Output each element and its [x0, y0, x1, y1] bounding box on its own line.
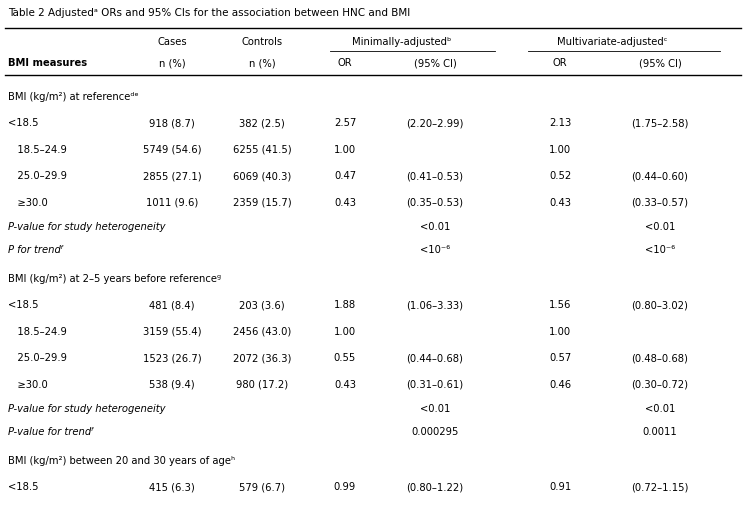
Text: 0.52: 0.52	[549, 171, 571, 181]
Text: 0.43: 0.43	[334, 380, 356, 390]
Text: 538 (9.4): 538 (9.4)	[149, 380, 195, 390]
Text: 0.55: 0.55	[334, 353, 356, 364]
Text: 1.00: 1.00	[334, 144, 356, 155]
Text: Table 2 Adjustedᵃ ORs and 95% CIs for the association between HNC and BMI: Table 2 Adjustedᵃ ORs and 95% CIs for th…	[8, 8, 410, 18]
Text: P-value for study heterogeneity: P-value for study heterogeneity	[8, 222, 166, 232]
Text: 481 (8.4): 481 (8.4)	[149, 300, 195, 310]
Text: <18.5: <18.5	[8, 482, 39, 492]
Text: 0.43: 0.43	[549, 198, 571, 208]
Text: (0.35–0.53): (0.35–0.53)	[407, 198, 463, 208]
Text: (0.80–3.02): (0.80–3.02)	[632, 300, 689, 310]
Text: 0.0011: 0.0011	[642, 427, 677, 437]
Text: n (%): n (%)	[159, 58, 185, 68]
Text: BMI (kg/m²) between 20 and 30 years of ageʰ: BMI (kg/m²) between 20 and 30 years of a…	[8, 456, 235, 466]
Text: <10⁻⁶: <10⁻⁶	[645, 245, 675, 255]
Text: <0.01: <0.01	[420, 404, 450, 414]
Text: (0.80–1.22): (0.80–1.22)	[407, 482, 463, 492]
Text: Minimally-adjustedᵇ: Minimally-adjustedᵇ	[352, 37, 451, 47]
Text: 0.46: 0.46	[549, 380, 571, 390]
Text: P-value for trendᶠ: P-value for trendᶠ	[8, 427, 94, 437]
Text: 918 (8.7): 918 (8.7)	[149, 118, 195, 128]
Text: 2.57: 2.57	[333, 118, 356, 128]
Text: <18.5: <18.5	[8, 118, 39, 128]
Text: 1.00: 1.00	[549, 327, 571, 337]
Text: 1011 (9.6): 1011 (9.6)	[146, 198, 198, 208]
Text: 1.00: 1.00	[334, 327, 356, 337]
Text: 2359 (15.7): 2359 (15.7)	[233, 198, 291, 208]
Text: 2456 (43.0): 2456 (43.0)	[233, 327, 291, 337]
Text: (0.72–1.15): (0.72–1.15)	[631, 482, 689, 492]
Text: (0.48–0.68): (0.48–0.68)	[632, 353, 689, 364]
Text: 18.5–24.9: 18.5–24.9	[8, 144, 67, 155]
Text: 415 (6.3): 415 (6.3)	[149, 482, 195, 492]
Text: BMI (kg/m²) at referenceᵈᵉ: BMI (kg/m²) at referenceᵈᵉ	[8, 92, 139, 102]
Text: (0.41–0.53): (0.41–0.53)	[407, 171, 463, 181]
Text: 0.43: 0.43	[334, 198, 356, 208]
Text: (0.44–0.68): (0.44–0.68)	[407, 353, 463, 364]
Text: Cases: Cases	[157, 37, 186, 47]
Text: 2.13: 2.13	[549, 118, 571, 128]
Text: <0.01: <0.01	[420, 222, 450, 232]
Text: 579 (6.7): 579 (6.7)	[239, 482, 285, 492]
Text: 1523 (26.7): 1523 (26.7)	[142, 353, 201, 364]
Text: 0.000295: 0.000295	[411, 427, 459, 437]
Text: 0.57: 0.57	[549, 353, 571, 364]
Text: BMI measures: BMI measures	[8, 58, 87, 68]
Text: 5749 (54.6): 5749 (54.6)	[142, 144, 201, 155]
Text: 6069 (40.3): 6069 (40.3)	[233, 171, 291, 181]
Text: Multivariate-adjustedᶜ: Multivariate-adjustedᶜ	[557, 37, 667, 47]
Text: OR: OR	[338, 58, 352, 68]
Text: ≥30.0: ≥30.0	[8, 198, 48, 208]
Text: 3159 (55.4): 3159 (55.4)	[142, 327, 201, 337]
Text: (0.44–0.60): (0.44–0.60)	[632, 171, 689, 181]
Text: n (%): n (%)	[248, 58, 275, 68]
Text: (95% CI): (95% CI)	[639, 58, 681, 68]
Text: (0.30–0.72): (0.30–0.72)	[632, 380, 689, 390]
Text: 980 (17.2): 980 (17.2)	[236, 380, 288, 390]
Text: (0.31–0.61): (0.31–0.61)	[407, 380, 463, 390]
Text: Controls: Controls	[242, 37, 283, 47]
Text: <0.01: <0.01	[645, 222, 675, 232]
Text: BMI (kg/m²) at 2–5 years before referenceᵍ: BMI (kg/m²) at 2–5 years before referenc…	[8, 274, 221, 284]
Text: (0.33–0.57): (0.33–0.57)	[632, 198, 689, 208]
Text: 1.00: 1.00	[549, 144, 571, 155]
Text: 25.0–29.9: 25.0–29.9	[8, 353, 67, 364]
Text: 6255 (41.5): 6255 (41.5)	[233, 144, 291, 155]
Text: OR: OR	[553, 58, 567, 68]
Text: (1.06–3.33): (1.06–3.33)	[407, 300, 463, 310]
Text: 18.5–24.9: 18.5–24.9	[8, 327, 67, 337]
Text: 2855 (27.1): 2855 (27.1)	[142, 171, 201, 181]
Text: P-value for study heterogeneity: P-value for study heterogeneity	[8, 404, 166, 414]
Text: (95% CI): (95% CI)	[413, 58, 457, 68]
Text: <0.01: <0.01	[645, 404, 675, 414]
Text: 1.56: 1.56	[549, 300, 571, 310]
Text: <18.5: <18.5	[8, 300, 39, 310]
Text: P for trendᶠ: P for trendᶠ	[8, 245, 64, 255]
Text: ≥30.0: ≥30.0	[8, 380, 48, 390]
Text: 382 (2.5): 382 (2.5)	[239, 118, 285, 128]
Text: 2072 (36.3): 2072 (36.3)	[233, 353, 291, 364]
Text: 0.47: 0.47	[334, 171, 356, 181]
Text: 25.0–29.9: 25.0–29.9	[8, 171, 67, 181]
Text: 1.88: 1.88	[334, 300, 356, 310]
Text: 0.91: 0.91	[549, 482, 571, 492]
Text: <10⁻⁶: <10⁻⁶	[420, 245, 450, 255]
Text: 0.99: 0.99	[334, 482, 356, 492]
Text: (1.75–2.58): (1.75–2.58)	[631, 118, 689, 128]
Text: (2.20–2.99): (2.20–2.99)	[407, 118, 464, 128]
Text: 203 (3.6): 203 (3.6)	[239, 300, 285, 310]
